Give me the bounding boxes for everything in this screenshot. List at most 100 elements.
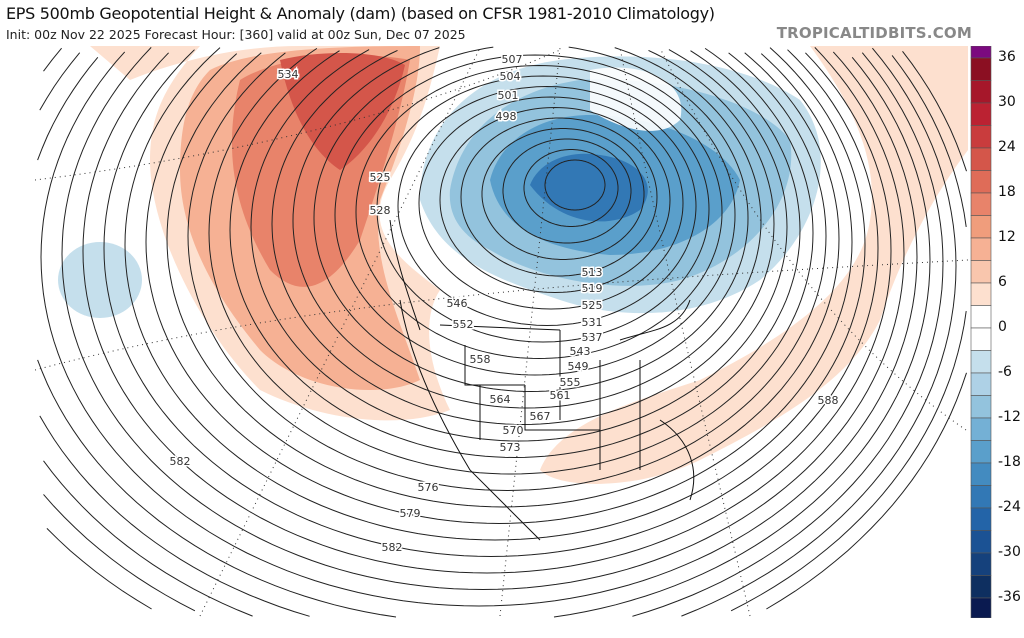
colorbar-bin <box>970 575 992 599</box>
contour-label: 579 <box>400 507 421 520</box>
height-contour <box>46 528 152 610</box>
height-contour <box>553 259 931 618</box>
colorbar-bin <box>970 530 992 554</box>
colorbar-bin <box>970 282 992 306</box>
height-anomaly-map: 534 507 504 501 498 525 528 546 552 558 564 570 573 5… <box>35 46 968 618</box>
height-contour <box>313 46 749 393</box>
colorbar-bin <box>970 507 992 531</box>
contour-label: 582 <box>170 455 191 468</box>
height-contour <box>704 47 814 234</box>
height-contour <box>103 49 879 558</box>
colorbar-bin <box>970 327 992 351</box>
height-contour <box>376 75 710 343</box>
colorbar-bin <box>970 395 992 419</box>
map-subtitle: Init: 00z Nov 22 2025 Forecast Hour: [36… <box>6 27 466 42</box>
height-contour <box>124 47 866 541</box>
height-contour <box>43 47 62 72</box>
contour-label: 531 <box>582 316 603 329</box>
contour-label: 564 <box>490 393 511 406</box>
colorbar-tick-label: 24 <box>998 139 1016 155</box>
colorbar-bin <box>970 46 992 59</box>
contour-label: 534 <box>278 68 299 81</box>
colorbar <box>970 46 992 618</box>
colorbar-tick-label: 0 <box>998 319 1007 335</box>
brand-watermark: TROPICALTIDBITS.COM <box>776 24 972 42</box>
height-contour <box>568 46 749 219</box>
colorbar-bin <box>970 552 992 576</box>
contour-label: 543 <box>570 345 591 358</box>
colorbar-tick-label: 36 <box>998 49 1016 65</box>
contour-label: 561 <box>550 389 571 402</box>
height-contour <box>648 49 775 225</box>
contour-label: 537 <box>582 331 603 344</box>
colorbar-bin <box>970 170 992 194</box>
colorbar-tick-label: 30 <box>998 94 1016 110</box>
colorbar-tick-label: -24 <box>998 499 1021 515</box>
colorbar-bin <box>970 215 992 239</box>
height-contour <box>481 128 645 260</box>
colorbar-bin <box>970 305 992 329</box>
contour-labels: 534 507 504 501 498 525 528 546 552 558 564 570 573 5… <box>168 52 840 556</box>
contour-label: 570 <box>503 424 524 437</box>
height-contour <box>769 47 866 246</box>
colorbar-bin <box>970 597 992 618</box>
height-contour <box>760 53 853 243</box>
height-contour <box>82 52 892 574</box>
height-contour <box>523 149 619 227</box>
contour-label: 552 <box>453 318 474 331</box>
colorbar-bin <box>970 417 992 441</box>
height-contour <box>832 51 918 258</box>
height-contour <box>766 372 967 610</box>
colorbar-bin <box>970 147 992 171</box>
colorbar-bin <box>970 125 992 149</box>
contour-label: 582 <box>382 541 403 554</box>
height-contour <box>397 85 697 327</box>
colorbar-tick-label: -36 <box>998 589 1021 605</box>
height-contour <box>61 47 905 591</box>
height-contour <box>39 415 310 617</box>
colorbar-bin <box>970 485 992 509</box>
colorbar-bin <box>970 80 992 104</box>
height-contour <box>861 52 944 264</box>
colorbar-bin <box>970 350 992 374</box>
height-contour <box>744 52 840 240</box>
anomaly-fill <box>58 46 968 484</box>
height-contour <box>460 117 658 277</box>
colorbar-tick-label: -30 <box>998 544 1021 560</box>
height-contour <box>43 460 253 617</box>
contour-label: 576 <box>418 481 439 494</box>
height-contour <box>229 50 801 459</box>
colorbar-tick-label: 12 <box>998 229 1016 245</box>
contour-label: 588 <box>818 394 839 407</box>
colorbar-bin <box>970 237 992 261</box>
height-contour <box>355 64 723 360</box>
contour-label: 558 <box>470 353 491 366</box>
colorbar-bin <box>970 57 992 81</box>
colorbar-bin <box>970 192 992 216</box>
colorbar-tick-label: 6 <box>998 274 1007 290</box>
contour-label: 525 <box>582 299 603 312</box>
height-contour <box>145 53 853 525</box>
height-contour <box>544 159 606 211</box>
height-contour <box>728 52 827 237</box>
contour-label: 513 <box>582 266 603 279</box>
colorbar-tick-label: 18 <box>998 184 1016 200</box>
contour-label: 567 <box>530 410 551 423</box>
height-contour <box>891 55 967 227</box>
colorbar-bin <box>970 372 992 396</box>
contour-label: 549 <box>568 360 589 373</box>
colorbar-tick-label: -12 <box>998 409 1021 425</box>
contour-label: 573 <box>500 441 521 454</box>
height-contour <box>292 47 762 409</box>
height-contour <box>250 49 788 442</box>
graticule <box>35 47 968 617</box>
height-contour <box>872 47 957 267</box>
contour-label: 528 <box>370 204 391 217</box>
height-contour <box>37 359 397 618</box>
height-contour <box>614 47 762 222</box>
height-contour <box>39 52 81 111</box>
contour-label: 504 <box>500 70 521 83</box>
contour-label: 501 <box>498 89 519 102</box>
height-contour <box>787 49 879 249</box>
colorbar-tick-label: -18 <box>998 454 1021 470</box>
